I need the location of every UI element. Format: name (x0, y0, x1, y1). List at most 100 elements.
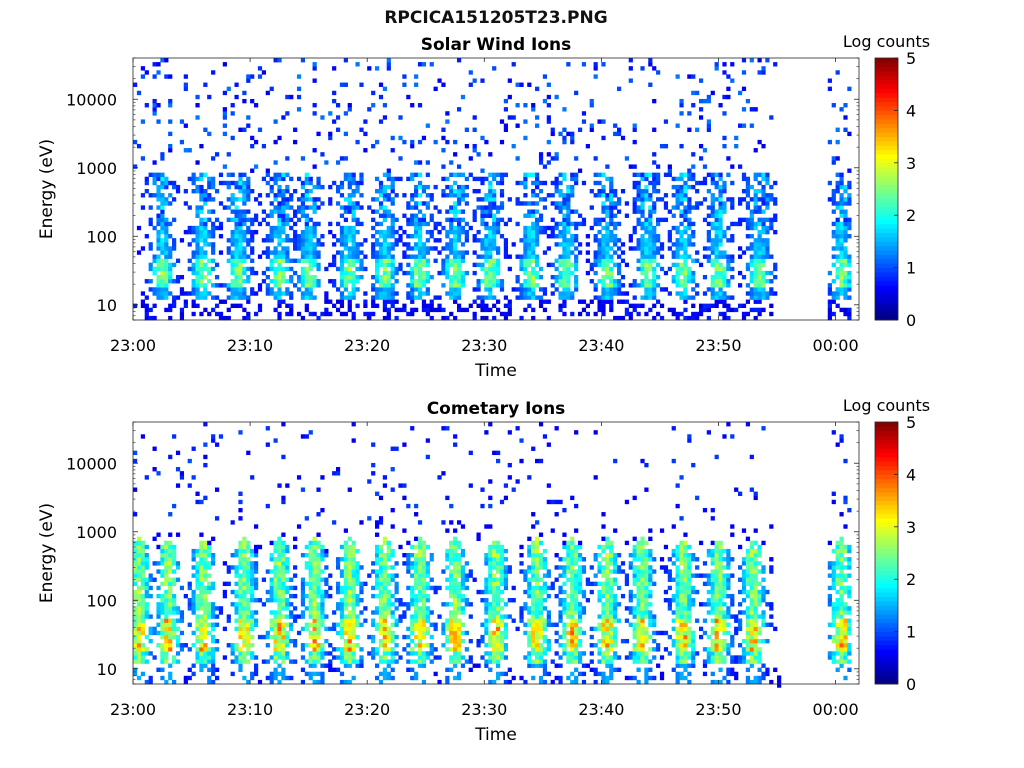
heatmap-cell (355, 565, 360, 570)
heatmap-cell (304, 270, 309, 276)
heatmap-cell (527, 303, 532, 309)
heatmap-cell (281, 589, 286, 595)
heatmap-cell (156, 238, 161, 243)
heatmap-cell (574, 283, 579, 288)
heatmap-cell (238, 548, 243, 554)
heatmap-cell (554, 156, 559, 161)
heatmap-cell (238, 507, 243, 513)
heatmap-cell (745, 189, 751, 194)
heatmap-cell (320, 643, 325, 648)
heatmap-cell (214, 283, 220, 288)
heatmap-cell (714, 299, 719, 304)
heatmap-cell (289, 307, 294, 313)
heatmap-cell (285, 234, 290, 239)
heatmap-cell (698, 156, 704, 161)
heatmap-cell (492, 213, 497, 218)
heatmap-cell (414, 217, 419, 223)
heatmap-cell (640, 238, 645, 243)
heatmap-cell (378, 287, 384, 292)
heatmap-cell (523, 295, 528, 300)
heatmap-cell (355, 242, 360, 247)
heatmap-cell (417, 565, 423, 570)
heatmap-cell (613, 291, 618, 296)
panel-title: Solar Wind Ions (421, 35, 572, 55)
heatmap-cell (211, 667, 216, 673)
heatmap-cell (199, 565, 204, 570)
heatmap-cell (609, 295, 614, 300)
heatmap-cell (531, 270, 536, 276)
heatmap-cell (211, 438, 216, 443)
heatmap-cell (390, 213, 395, 218)
heatmap-cell (761, 225, 766, 231)
heatmap-cell (316, 569, 321, 574)
heatmap-cell (472, 209, 477, 214)
heatmap-cell (613, 123, 618, 128)
heatmap-cell (351, 569, 356, 574)
heatmap-cell (367, 634, 372, 640)
heatmap-cell (562, 311, 567, 317)
heatmap-cell (542, 287, 548, 292)
heatmap-cell (343, 172, 348, 178)
heatmap-cell (304, 287, 309, 292)
colorbar-frame (874, 57, 899, 321)
heatmap-cell (332, 258, 337, 263)
heatmap-cell (577, 213, 583, 218)
heatmap-cell (492, 172, 497, 178)
heatmap-cell (417, 614, 423, 619)
heatmap-cell (761, 172, 766, 178)
heatmap-cell (394, 643, 399, 648)
heatmap-cell (414, 512, 419, 517)
heatmap-cell (304, 274, 309, 280)
heatmap-cell (710, 193, 715, 198)
heatmap-cell (281, 647, 286, 652)
heatmap-cell (234, 258, 239, 263)
heatmap-cell (414, 307, 419, 313)
heatmap-cell (230, 172, 235, 178)
heatmap-cell (172, 544, 177, 550)
heatmap-cell (343, 614, 348, 619)
heatmap-cell (222, 123, 227, 128)
heatmap-cell (601, 205, 606, 210)
colorbar-segment (875, 237, 898, 242)
heatmap-cell (285, 221, 290, 227)
heatmap-cell (277, 266, 282, 272)
heatmap-cell (152, 626, 157, 632)
heatmap-cell (133, 581, 138, 587)
heatmap-cell (195, 577, 200, 582)
heatmap-cell (285, 598, 290, 603)
heatmap-cell (394, 581, 399, 587)
heatmap-cell (843, 307, 848, 313)
heatmap-cell (648, 287, 653, 292)
heatmap-cell (304, 303, 309, 309)
heatmap-cell (402, 610, 407, 615)
heatmap-cell (589, 279, 594, 284)
heatmap-cell (710, 172, 715, 178)
heatmap-cell (601, 62, 606, 67)
heatmap-cell (238, 287, 243, 292)
heatmap-cell (285, 111, 290, 116)
heatmap-cell (199, 602, 204, 607)
heatmap-cell (632, 205, 637, 210)
heatmap-cell (480, 238, 485, 243)
heatmap-cell (445, 176, 450, 182)
heatmap-cell (827, 287, 832, 292)
heatmap-cell (242, 610, 247, 615)
heatmap-cell (265, 180, 270, 186)
heatmap-cell (254, 164, 259, 169)
colorbar-segment (875, 101, 898, 107)
heatmap-cell (769, 287, 774, 292)
heatmap-cell (355, 593, 360, 599)
heatmap-cell (558, 209, 563, 214)
heatmap-cell (375, 274, 380, 280)
heatmap-cell (605, 254, 610, 259)
heatmap-cell (499, 193, 505, 198)
colorbar-segment (875, 106, 898, 111)
heatmap-cell (585, 311, 590, 317)
heatmap-cell (449, 217, 454, 223)
heatmap-cell (706, 307, 711, 313)
heatmap-cell (136, 675, 142, 681)
heatmap-cell (242, 544, 247, 550)
heatmap-cell (343, 663, 348, 668)
heatmap-cell (835, 266, 840, 272)
